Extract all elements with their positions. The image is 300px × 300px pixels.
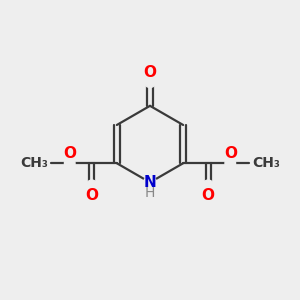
Ellipse shape xyxy=(145,77,155,88)
Ellipse shape xyxy=(64,158,75,169)
Ellipse shape xyxy=(225,158,236,169)
Text: O: O xyxy=(85,188,98,203)
Ellipse shape xyxy=(203,180,214,190)
Text: N: N xyxy=(144,175,156,190)
Text: O: O xyxy=(143,65,157,80)
Text: CH₃: CH₃ xyxy=(20,156,48,170)
Text: O: O xyxy=(224,146,237,161)
Text: O: O xyxy=(63,146,76,161)
Text: H: H xyxy=(145,186,155,200)
Text: CH₃: CH₃ xyxy=(252,156,280,170)
Ellipse shape xyxy=(86,180,97,190)
Ellipse shape xyxy=(143,176,157,188)
Text: O: O xyxy=(202,188,215,203)
